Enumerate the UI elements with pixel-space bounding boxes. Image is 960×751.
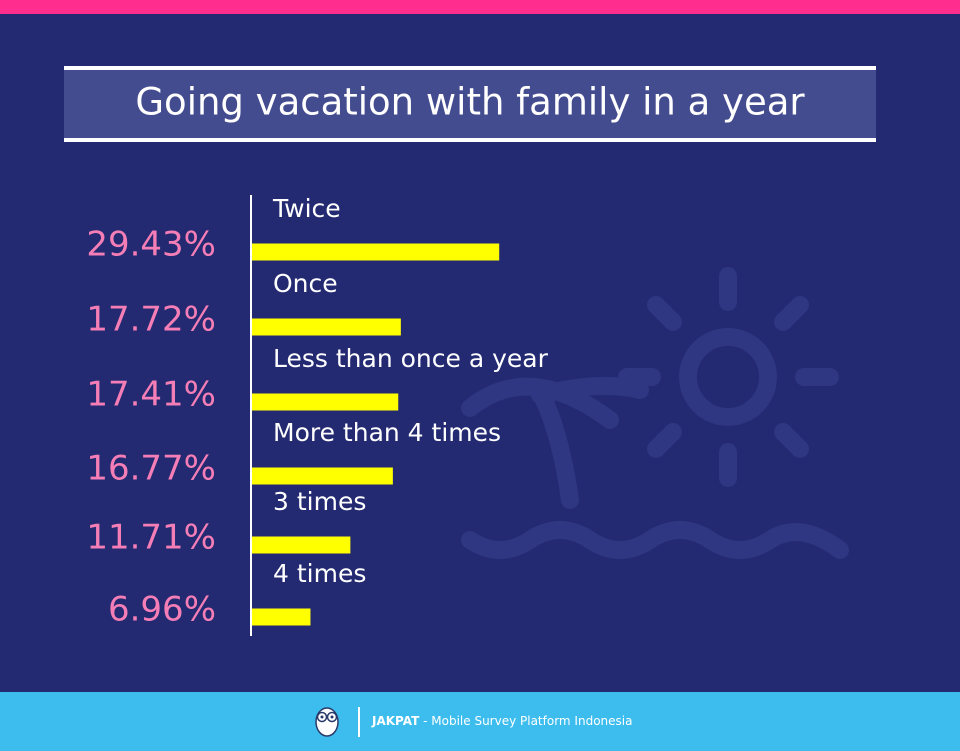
value-label: 17.72% bbox=[86, 300, 216, 340]
bar bbox=[252, 536, 351, 554]
footer-text: JAKPAT - Mobile Survey Platform Indonesi… bbox=[371, 714, 632, 728]
footer-tagline: - Mobile Survey Platform Indonesia bbox=[423, 714, 632, 728]
bar bbox=[252, 467, 393, 485]
footer bbox=[0, 692, 960, 751]
bar bbox=[252, 608, 311, 626]
bar bbox=[252, 318, 401, 336]
category-label: 4 times bbox=[273, 559, 366, 588]
value-label: 17.41% bbox=[86, 375, 216, 415]
bar bbox=[252, 243, 500, 261]
decoration bbox=[461, 267, 849, 559]
category-label: 3 times bbox=[273, 487, 366, 516]
category-label: Twice bbox=[272, 194, 341, 223]
logo bbox=[315, 707, 339, 737]
title-rule bbox=[64, 66, 876, 70]
footer-brand: JAKPAT bbox=[371, 714, 420, 728]
bar bbox=[252, 393, 399, 411]
top-strip bbox=[0, 0, 960, 14]
chart-title: Going vacation with family in a year bbox=[135, 81, 805, 124]
value-label: 6.96% bbox=[108, 590, 216, 630]
category-label: Less than once a year bbox=[273, 344, 549, 373]
value-label: 29.43% bbox=[86, 225, 216, 265]
title-rule bbox=[64, 138, 876, 142]
category-label: More than 4 times bbox=[273, 418, 501, 447]
title-box bbox=[64, 68, 876, 140]
value-label: 16.77% bbox=[86, 449, 216, 489]
value-label: 11.71% bbox=[86, 518, 216, 558]
category-label: Once bbox=[273, 269, 338, 298]
